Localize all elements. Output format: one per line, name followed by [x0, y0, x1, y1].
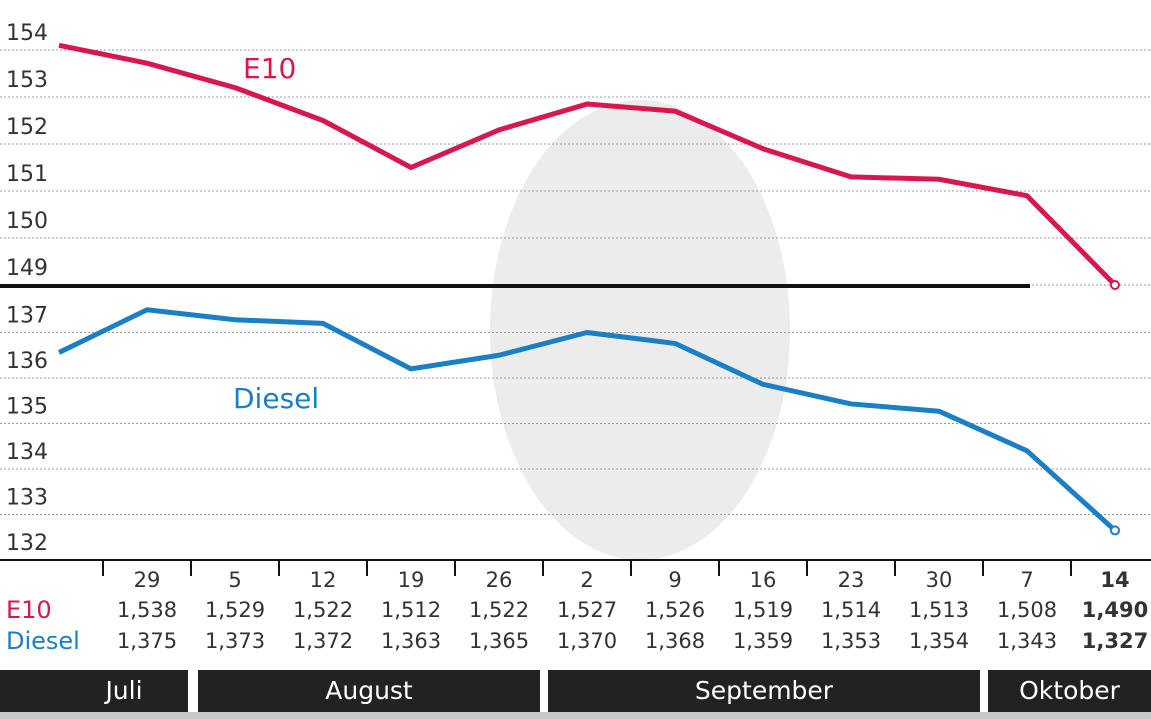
y-tick-label: 153 [6, 68, 48, 93]
table-cell: 1,522 [469, 598, 529, 622]
y-tick-label: 150 [6, 209, 48, 234]
y-tick-label: 149 [6, 256, 48, 281]
x-tick-label: 30 [926, 568, 953, 592]
table-cell: 1,354 [909, 629, 969, 653]
table-cell: 1,359 [733, 629, 793, 653]
footer-strip [0, 712, 1151, 719]
row-label: E10 [6, 596, 52, 624]
table-cell: 1,363 [381, 629, 441, 653]
map-shape [490, 100, 790, 560]
month-label: Juli [103, 676, 142, 705]
series-label: E10 [243, 52, 296, 85]
y-tick-label: 133 [6, 486, 48, 511]
end-point [1111, 526, 1119, 534]
x-tick-label: 5 [228, 568, 241, 592]
table-cell: 1,538 [117, 598, 177, 622]
table-cell: 1,368 [645, 629, 705, 653]
table-cell: 1,508 [997, 598, 1057, 622]
month-label: September [695, 676, 834, 705]
x-tick-label: 9 [668, 568, 681, 592]
table-cell: 1,372 [293, 629, 353, 653]
y-tick-label: 152 [6, 115, 48, 140]
table-cell: 1,519 [733, 598, 793, 622]
y-tick-label: 134 [6, 440, 48, 465]
table-cell: 1,343 [997, 629, 1057, 653]
y-tick-label: 132 [6, 531, 48, 556]
x-tick-label: 2 [580, 568, 593, 592]
table-cell: 1,522 [293, 598, 353, 622]
x-tick-label: 23 [838, 568, 865, 592]
x-tick-label: 26 [486, 568, 513, 592]
table-cell: 1,370 [557, 629, 617, 653]
x-tick-label: 12 [310, 568, 337, 592]
x-tick-label: 16 [750, 568, 777, 592]
x-tick-label: 29 [134, 568, 161, 592]
y-tick-label: 136 [6, 349, 48, 374]
x-tick-label: 19 [398, 568, 425, 592]
month-label: August [325, 676, 413, 705]
y-tick-label: 151 [6, 162, 48, 187]
table-cell: 1,529 [205, 598, 265, 622]
end-point [1111, 281, 1119, 289]
table-cell: 1,327 [1082, 629, 1148, 653]
y-tick-label: 154 [6, 21, 48, 46]
y-tick-label: 137 [6, 304, 48, 329]
table-cell: 1,526 [645, 598, 705, 622]
month-label: Oktober [1019, 676, 1121, 705]
table-cell: 1,490 [1082, 598, 1148, 622]
table-cell: 1,513 [909, 598, 969, 622]
chart: 1491501511521531541321331341351361372951… [0, 0, 1151, 719]
table-cell: 1,514 [821, 598, 881, 622]
table-cell: 1,373 [205, 629, 265, 653]
series-label: Diesel [233, 382, 319, 415]
y-tick-label: 135 [6, 395, 48, 420]
row-label: Diesel [6, 627, 80, 655]
table-cell: 1,375 [117, 629, 177, 653]
table-cell: 1,512 [381, 598, 441, 622]
month-bar [0, 670, 188, 712]
x-tick-label: 7 [1020, 568, 1033, 592]
x-tick-label: 14 [1100, 568, 1129, 592]
table-cell: 1,527 [557, 598, 617, 622]
table-cell: 1,365 [469, 629, 529, 653]
table-cell: 1,353 [821, 629, 881, 653]
